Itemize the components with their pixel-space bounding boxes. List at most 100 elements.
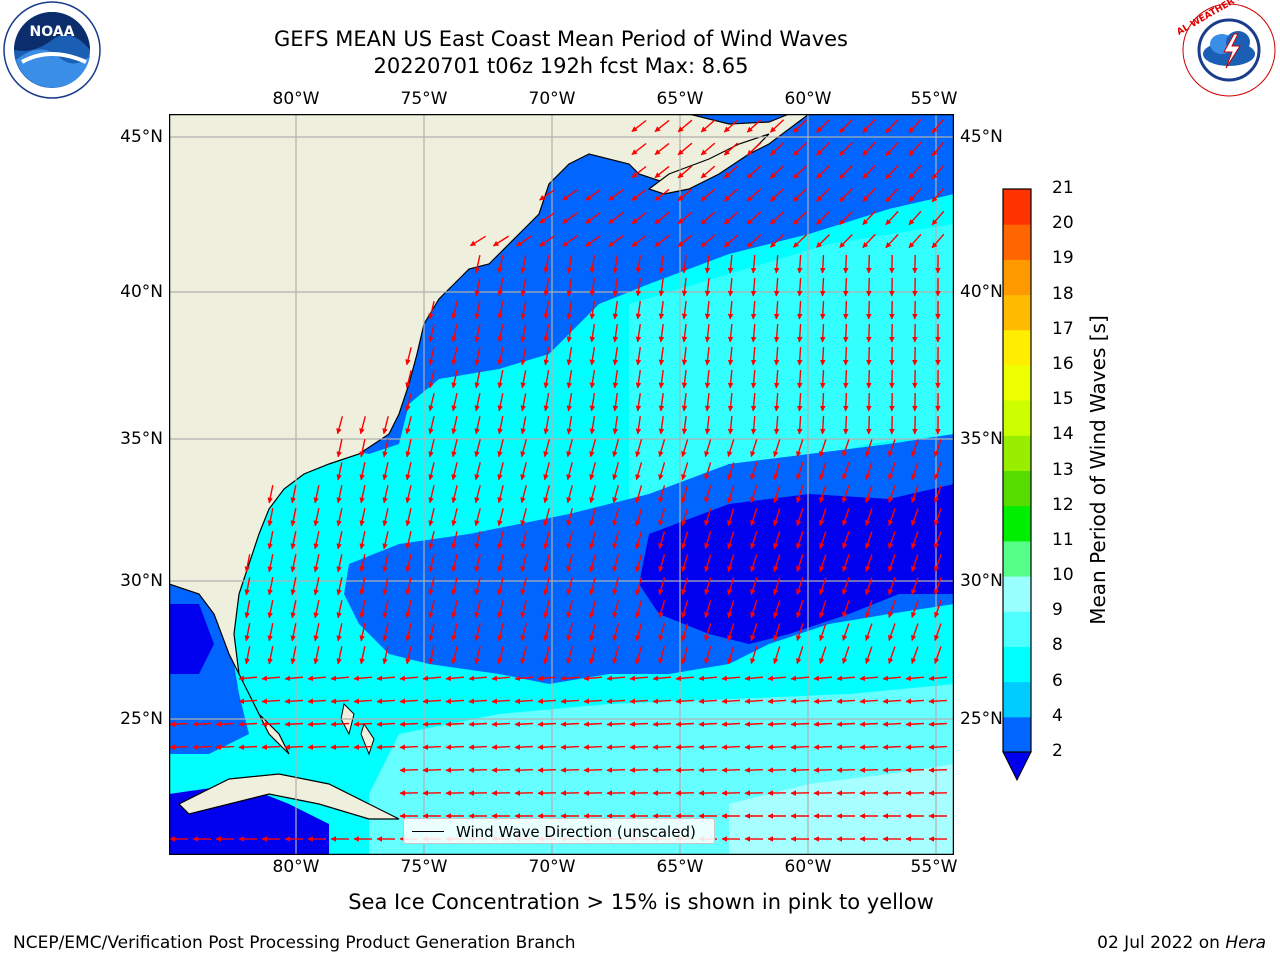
- wind-wave-arrow: [681, 577, 689, 596]
- wind-wave-arrow: [612, 462, 620, 481]
- wind-wave-arrow: [866, 254, 872, 274]
- wind-wave-arrow: [376, 698, 396, 705]
- wind-wave-arrow: [750, 531, 758, 550]
- wind-wave-arrow: [635, 415, 642, 435]
- wind-wave-arrow: [750, 277, 757, 297]
- wind-wave-arrow: [744, 698, 764, 705]
- wind-wave-arrow: [451, 554, 458, 573]
- colorbar-segment: [1003, 681, 1031, 718]
- wind-wave-arrow: [336, 439, 343, 458]
- wind-wave-arrow: [839, 188, 853, 202]
- wind-wave-arrow: [934, 485, 942, 504]
- wind-wave-arrow: [612, 300, 619, 320]
- wind-wave-arrow: [750, 600, 758, 619]
- noaa-logo-text: NOAA: [30, 24, 75, 40]
- wind-wave-arrow: [612, 554, 620, 573]
- wind-wave-arrow: [612, 277, 619, 297]
- wind-wave-arrow: [681, 600, 689, 619]
- wind-wave-arrow: [608, 235, 624, 247]
- colorbar-segment: [1003, 259, 1031, 296]
- wind-wave-arrow: [382, 646, 389, 665]
- wind-wave-arrow: [267, 646, 274, 665]
- wind-wave-arrow: [589, 531, 597, 550]
- wind-wave-arrow: [353, 675, 373, 682]
- legend-label: Wind Wave Direction (unscaled): [456, 823, 696, 841]
- national-weather-service-logo-icon: NATIONAL WEATHER SERVICE: [1178, 0, 1276, 97]
- wind-wave-arrow: [796, 346, 803, 366]
- wind-wave-arrow: [497, 370, 504, 389]
- wind-wave-arrow: [750, 554, 758, 573]
- wind-wave-arrow: [514, 675, 534, 682]
- wind-wave-arrow: [566, 646, 573, 665]
- wind-wave-arrow: [843, 392, 849, 412]
- wind-wave-arrow: [359, 531, 366, 550]
- wind-wave-arrow: [635, 508, 643, 527]
- wind-wave-arrow: [727, 531, 735, 550]
- wind-wave-arrow: [514, 744, 534, 750]
- wind-wave-arrow: [819, 623, 827, 642]
- wind-wave-arrow: [629, 721, 649, 728]
- wind-wave-arrow: [313, 554, 320, 573]
- wind-wave-arrow: [612, 508, 620, 527]
- wind-wave-arrow: [698, 698, 718, 705]
- wind-wave-arrow: [681, 255, 688, 274]
- wind-wave-arrow: [428, 324, 435, 343]
- wind-wave-arrow: [382, 623, 389, 642]
- wind-wave-arrow: [474, 370, 481, 389]
- lat-tick-right: 45°N: [960, 127, 1003, 147]
- map-legend: Wind Wave Direction (unscaled): [403, 818, 715, 844]
- wind-wave-arrow: [520, 370, 527, 389]
- wind-wave-arrow: [635, 346, 642, 366]
- wind-wave-arrow: [313, 623, 320, 642]
- wind-wave-arrow: [882, 721, 902, 728]
- wind-wave-arrow: [514, 767, 534, 773]
- wind-wave-arrow: [773, 254, 780, 274]
- wind-wave-arrow: [773, 554, 781, 573]
- wind-wave-arrow: [520, 646, 527, 665]
- wind-wave-arrow: [843, 369, 849, 389]
- wind-wave-arrow: [284, 744, 304, 750]
- wind-wave-arrow: [796, 508, 804, 527]
- wind-wave-arrow: [451, 462, 458, 481]
- wind-wave-arrow: [330, 675, 350, 682]
- wind-wave-arrow: [635, 462, 643, 481]
- wind-wave-arrow: [491, 767, 511, 773]
- wind-wave-arrow: [612, 439, 620, 458]
- wind-wave-arrow: [560, 675, 580, 682]
- wind-wave-arrow: [700, 188, 716, 202]
- wind-wave-arrow: [888, 508, 896, 527]
- wind-wave-arrow: [934, 646, 942, 665]
- wind-wave-arrow: [681, 301, 688, 320]
- wind-wave-arrow: [931, 210, 945, 226]
- wind-wave-arrow: [244, 600, 251, 619]
- wind-wave-arrow: [612, 600, 620, 619]
- wind-wave-arrow: [928, 721, 948, 728]
- wind-wave-arrow: [405, 485, 412, 504]
- wind-wave-arrow: [928, 698, 948, 705]
- wind-wave-arrow: [842, 646, 850, 665]
- wind-wave-arrow: [911, 554, 919, 573]
- wind-wave-arrow: [566, 485, 573, 504]
- lat-tick-right: 25°N: [960, 709, 1003, 729]
- wind-wave-arrow: [796, 600, 804, 619]
- wind-wave-arrow: [842, 577, 850, 596]
- wind-wave-arrow: [336, 416, 344, 435]
- wind-wave-arrow: [405, 508, 412, 527]
- wind-wave-arrow: [681, 416, 688, 435]
- wind-wave-arrow: [539, 189, 555, 201]
- wind-wave-arrow: [796, 254, 803, 274]
- wind-wave-arrow: [700, 142, 716, 156]
- wind-wave-arrow: [497, 646, 504, 665]
- wind-wave-arrow: [543, 600, 550, 619]
- colorbar-tick-label: 8: [1052, 635, 1063, 656]
- wind-wave-arrow: [543, 554, 550, 573]
- wind-wave-arrow: [658, 416, 665, 435]
- wind-wave-arrow: [560, 721, 580, 728]
- wind-wave-arrow: [836, 698, 856, 705]
- wind-wave-arrow: [723, 165, 739, 179]
- wind-wave-arrow: [654, 234, 670, 248]
- wind-wave-arrow: [905, 675, 925, 682]
- wind-wave-arrow: [681, 462, 689, 481]
- lat-tick-right: 35°N: [960, 429, 1003, 449]
- wind-wave-arrow: [744, 721, 764, 728]
